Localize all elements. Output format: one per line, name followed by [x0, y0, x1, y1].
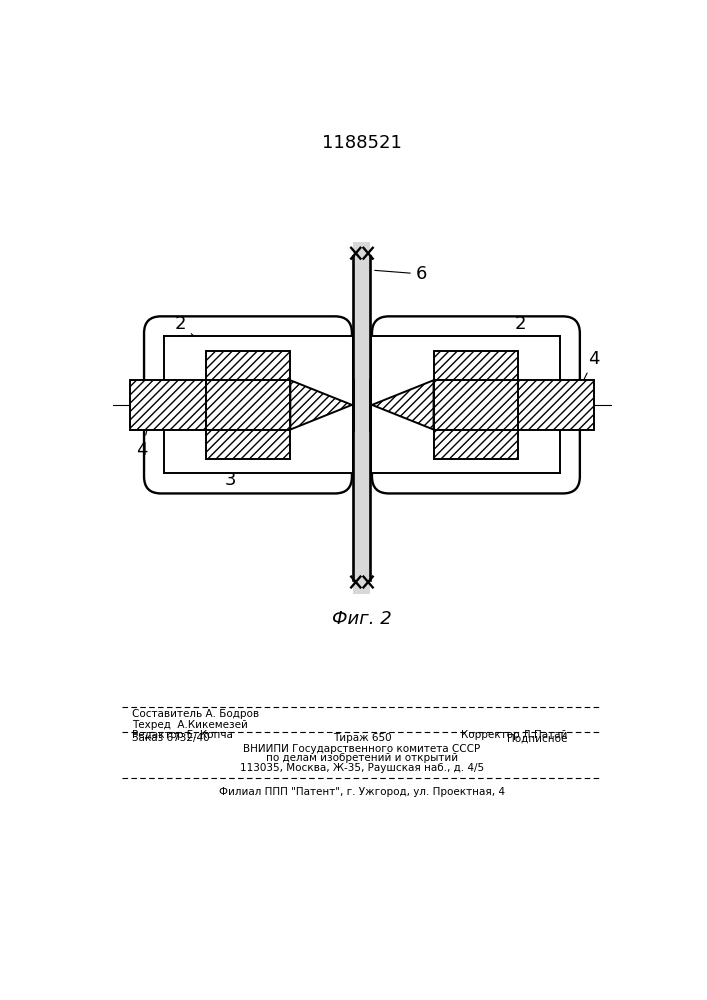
Bar: [433, 430, 518, 459]
Text: 4: 4: [136, 423, 148, 459]
Text: Подписное: Подписное: [507, 733, 568, 743]
Bar: [433, 430, 518, 459]
Text: Фиг. 2: Фиг. 2: [332, 610, 392, 628]
Bar: [433, 380, 518, 430]
Bar: [206, 430, 291, 459]
Bar: [518, 380, 595, 430]
Text: 1188521: 1188521: [322, 134, 402, 152]
Bar: [130, 380, 206, 430]
Text: 2: 2: [175, 315, 200, 341]
Bar: [206, 380, 291, 430]
FancyBboxPatch shape: [144, 316, 352, 493]
Text: 2: 2: [515, 315, 526, 341]
Bar: [354, 331, 370, 380]
Text: Тираж 650: Тираж 650: [332, 733, 391, 743]
Bar: [433, 351, 518, 380]
FancyBboxPatch shape: [372, 316, 580, 493]
Bar: [433, 351, 518, 380]
Text: Корректор Л.Патай: Корректор Л.Патай: [461, 730, 568, 740]
Polygon shape: [372, 380, 433, 430]
Text: Филиал ППП "Патент", г. Ужгород, ул. Проектная, 4: Филиал ППП "Патент", г. Ужгород, ул. Про…: [219, 787, 505, 797]
Text: Техред  А.Кикемезей: Техред А.Кикемезей: [132, 720, 248, 730]
Text: Составитель А. Бодров: Составитель А. Бодров: [132, 709, 259, 719]
Text: по делам изобретений и открытий: по делам изобретений и открытий: [266, 753, 458, 763]
Text: 5: 5: [264, 342, 275, 370]
Bar: [518, 380, 595, 430]
Polygon shape: [291, 380, 352, 430]
Bar: [354, 242, 370, 594]
Bar: [372, 336, 560, 473]
Text: ВНИИПИ Государственного комитета СССР: ВНИИПИ Государственного комитета СССР: [243, 744, 481, 754]
Bar: [433, 380, 518, 430]
Bar: [206, 351, 291, 380]
Text: 113035, Москва, Ж-35, Раушская наб., д. 4/5: 113035, Москва, Ж-35, Раушская наб., д. …: [240, 763, 484, 773]
Bar: [206, 351, 291, 380]
Text: 3: 3: [225, 448, 236, 489]
Text: Редактор Е. Копча: Редактор Е. Копча: [132, 730, 233, 740]
Text: 4: 4: [580, 350, 600, 387]
Bar: [206, 380, 291, 430]
Bar: [164, 336, 352, 473]
Bar: [130, 380, 206, 430]
Text: Заказ 6732/40: Заказ 6732/40: [132, 733, 210, 743]
Text: 6: 6: [375, 265, 427, 283]
Bar: [206, 430, 291, 459]
